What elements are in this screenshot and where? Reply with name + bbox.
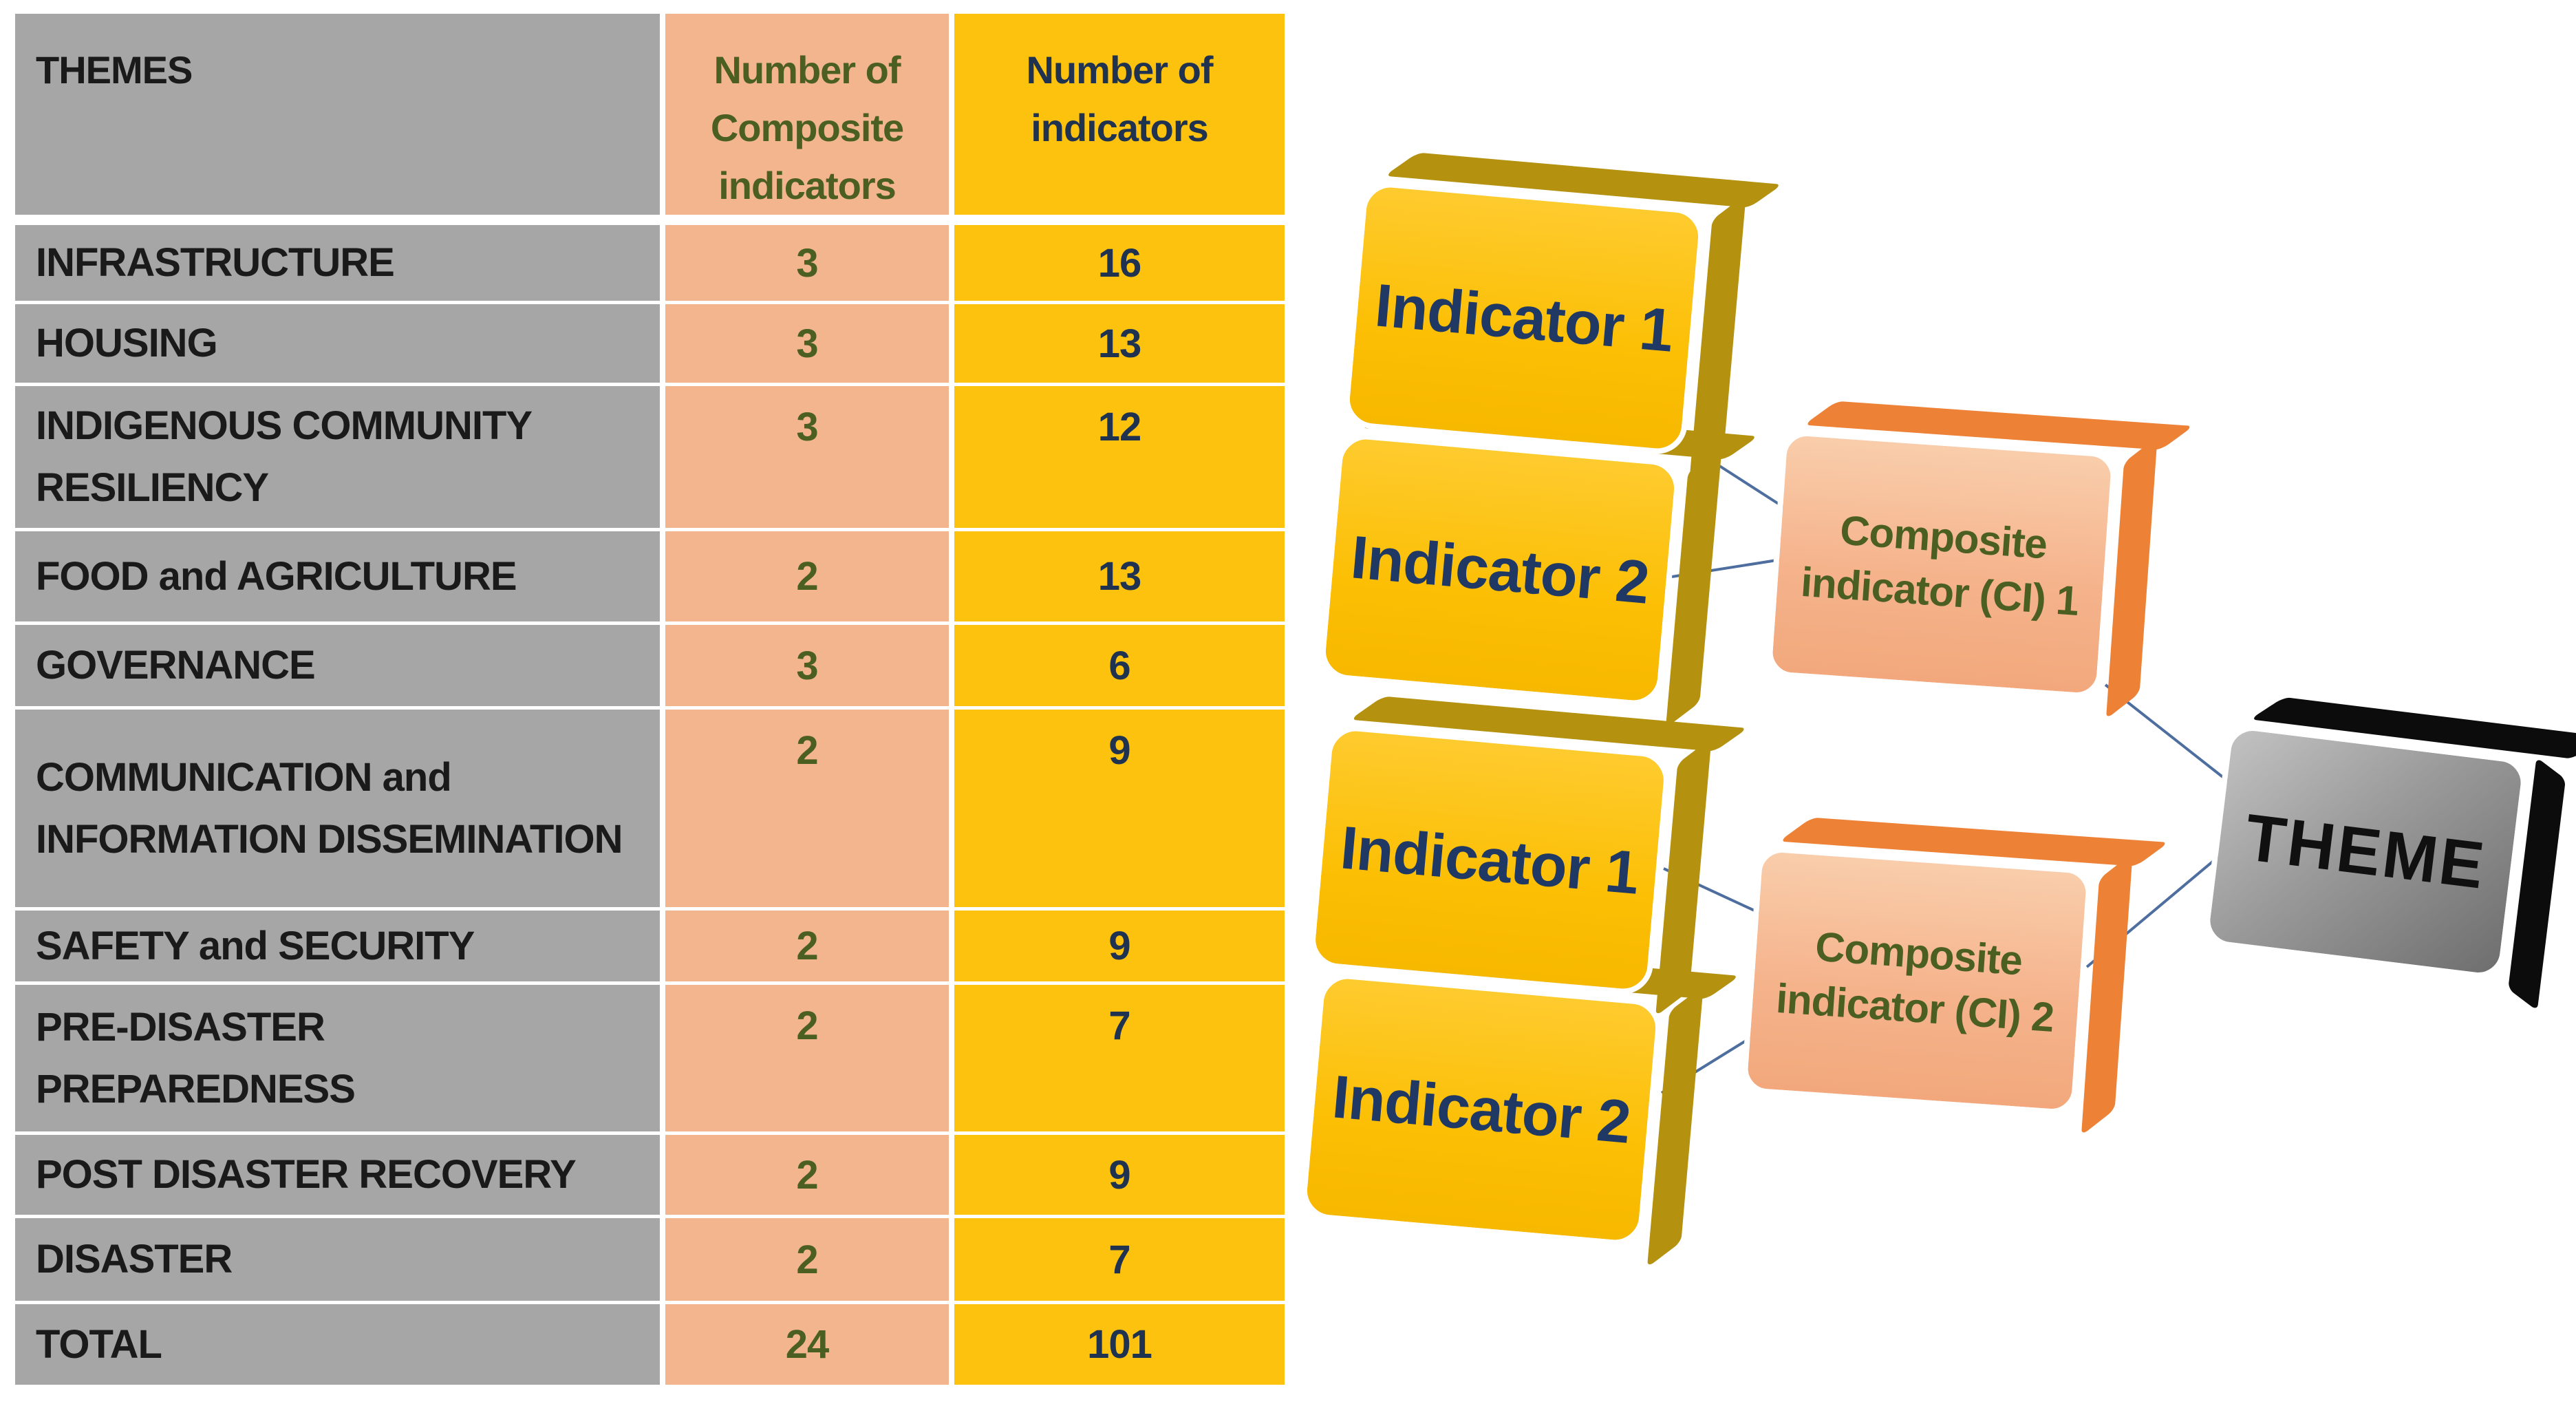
indicator-count-cell: 9 [954,710,1285,907]
indicator-count-cell: 6 [954,625,1285,706]
table-row: TOTAL 24 101 [15,1304,1285,1385]
table-row: FOOD and AGRICULTURE 2 13 [15,531,1285,621]
composite-count-cell: 3 [665,625,949,706]
table-row: PRE-DISASTER PREPAREDNESS 2 7 [15,985,1285,1131]
theme-cell: COMMUNICATION and INFORMATION DISSEMINAT… [15,710,660,907]
table-row: INDIGENOUS COMMUNITY RESILIENCY 3 12 [15,386,1285,528]
theme-cell: SAFETY and SECURITY [15,911,660,981]
theme-cell: DISASTER [15,1218,660,1301]
theme-cell: INFRASTRUCTURE [15,225,660,301]
composite-count-cell: 2 [665,911,949,981]
themes-table: THEMES Number of Composite indicators Nu… [15,14,1285,1388]
theme-cell: PRE-DISASTER PREPAREDNESS [15,985,660,1131]
composite-indicator-face: Composite indicator (CI) 2 [1741,845,2093,1116]
indicator-count-cell: 7 [954,1218,1285,1301]
composite-count-cell: 2 [665,985,949,1131]
indicator-count-cell: 7 [954,985,1285,1131]
theme-cell: FOOD and AGRICULTURE [15,531,660,621]
indicator-box-label: Indicator 2 [1348,522,1652,617]
composite-indicator-label: Composite indicator (CI) 2 [1774,923,2056,1041]
table-header-row: THEMES Number of Composite indicators Nu… [15,14,1285,215]
composite-count-cell: 3 [665,386,949,528]
indicator-box-group2-1: Indicator 1 [1307,696,1748,1017]
theme-cell: GOVERNANCE [15,625,660,706]
indicator-count-cell: 16 [954,225,1285,301]
indicator-box-group2-2: Indicator 2 [1299,944,1740,1268]
composite-count-cell: 3 [665,304,949,383]
composite-count-cell: 2 [665,531,949,621]
indicator-count-cell: 13 [954,531,1285,621]
indicator-count-cell: 12 [954,386,1285,528]
total-composite-count-cell: 24 [665,1304,949,1385]
indicator-box-face: Indicator 1 [1342,179,1706,457]
composite-indicator-face: Composite indicator (CI) 1 [1765,429,2118,700]
table-row: COMMUNICATION and INFORMATION DISSEMINAT… [15,710,1285,907]
indicator-box-group1-2: Indicator 2 [1318,404,1759,728]
composite-count-cell: 2 [665,710,949,907]
theme-box-face: THEME [2201,722,2530,981]
composite-count-cell: 2 [665,1218,949,1301]
total-label-cell: TOTAL [15,1304,660,1385]
indicator-box-label: Indicator 1 [1338,813,1642,907]
col-header-composite-indicators: Number of Composite indicators [665,14,949,215]
indicator-box-label: Indicator 2 [1329,1062,1633,1157]
table-row: POST DISASTER RECOVERY 2 9 [15,1135,1285,1215]
indicator-box-face: Indicator 2 [1318,431,1682,709]
table-row: HOUSING 3 13 [15,304,1285,383]
total-indicator-count-cell: 101 [954,1304,1285,1385]
theme-box: THEME [2201,696,2576,1011]
indicator-box-group1-1: Indicator 1 [1342,152,1783,476]
table-row: DISASTER 2 7 [15,1218,1285,1301]
indicator-box-label: Indicator 1 [1372,270,1676,365]
col-header-indicators: Number of indicators [954,14,1285,215]
indicator-count-cell: 9 [954,911,1285,981]
composite-indicator-label: Composite indicator (CI) 1 [1799,507,2081,624]
indicator-box-face: Indicator 1 [1307,723,1672,997]
composite-count-cell: 3 [665,225,949,301]
theme-cell: HOUSING [15,304,660,383]
composite-count-cell: 2 [665,1135,949,1215]
indicator-count-cell: 13 [954,304,1285,383]
composite-indicator-box-2: Composite indicator (CI) 2 [1741,817,2169,1136]
composite-indicator-box-1: Composite indicator (CI) 1 [1765,401,2194,720]
table-row: INFRASTRUCTURE 3 16 [15,225,1285,301]
indicator-count-cell: 9 [954,1135,1285,1215]
theme-box-label: THEME [2241,800,2490,903]
theme-cell: POST DISASTER RECOVERY [15,1135,660,1215]
table-row: SAFETY and SECURITY 2 9 [15,911,1285,981]
table-row: GOVERNANCE 3 6 [15,625,1285,706]
theme-cell: INDIGENOUS COMMUNITY RESILIENCY [15,386,660,528]
col-header-themes: THEMES [15,14,660,215]
indicator-box-face: Indicator 2 [1299,970,1664,1248]
